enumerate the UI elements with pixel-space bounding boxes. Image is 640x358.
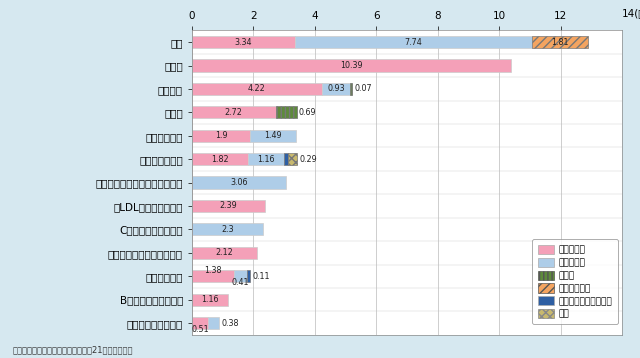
Text: 1.82: 1.82 [211,155,228,164]
Bar [192,36,294,48]
Bar [192,294,228,306]
Text: 1.49: 1.49 [264,131,282,140]
Text: 0.11: 0.11 [253,272,270,281]
Text: 3.06: 3.06 [230,178,248,187]
Bar [192,106,276,118]
Text: 0.07: 0.07 [355,84,372,93]
Text: 2.72: 2.72 [225,108,243,117]
Bar [289,153,298,165]
Text: 1.16: 1.16 [201,295,219,304]
Bar [247,270,250,282]
Bar [248,153,284,165]
Bar [207,317,220,329]
Text: 0.69: 0.69 [299,108,317,117]
Bar [532,36,588,48]
Text: 1.9: 1.9 [215,131,227,140]
Text: 0.29: 0.29 [300,155,317,164]
Bar [192,223,262,236]
Bar [192,317,207,329]
Text: 1.16: 1.16 [257,155,275,164]
Bar [350,83,353,95]
Bar [192,200,266,212]
Text: 10.39: 10.39 [340,61,363,70]
Text: 1.38: 1.38 [204,266,222,275]
Bar [294,36,532,48]
Bar [284,153,289,165]
Text: 2.3: 2.3 [221,225,234,234]
Bar [192,247,257,259]
Text: 0.38: 0.38 [221,319,239,328]
Text: 4.22: 4.22 [248,84,266,93]
Bar [192,153,248,165]
Text: 2.39: 2.39 [220,202,237,211]
Text: 0.41: 0.41 [232,278,250,287]
Bar [192,59,511,72]
Text: 0.51: 0.51 [191,325,209,334]
Legend: 循環器疾患, 悪性新生物, 糖尿病, 呼吸器系疾患, その他の非感染性疾患, 外因: 循環器疾患, 悪性新生物, 糖尿病, 呼吸器系疾患, その他の非感染性疾患, 外… [532,240,618,324]
Text: 7.74: 7.74 [404,38,422,47]
Text: 3.34: 3.34 [234,38,252,47]
Text: 資料：厚生労働省健康局「健康日本21（第２次）」: 資料：厚生労働省健康局「健康日本21（第２次）」 [13,345,133,354]
Bar [192,83,322,95]
Bar [234,270,247,282]
Text: 0.93: 0.93 [327,84,345,93]
Bar [322,83,350,95]
Text: 1.81: 1.81 [552,38,569,47]
Text: 14(万人): 14(万人) [622,8,640,18]
Bar [276,106,297,118]
Bar [192,176,286,189]
Bar [192,130,250,142]
Text: 2.12: 2.12 [216,248,234,257]
Bar [250,130,296,142]
Bar [192,270,234,282]
